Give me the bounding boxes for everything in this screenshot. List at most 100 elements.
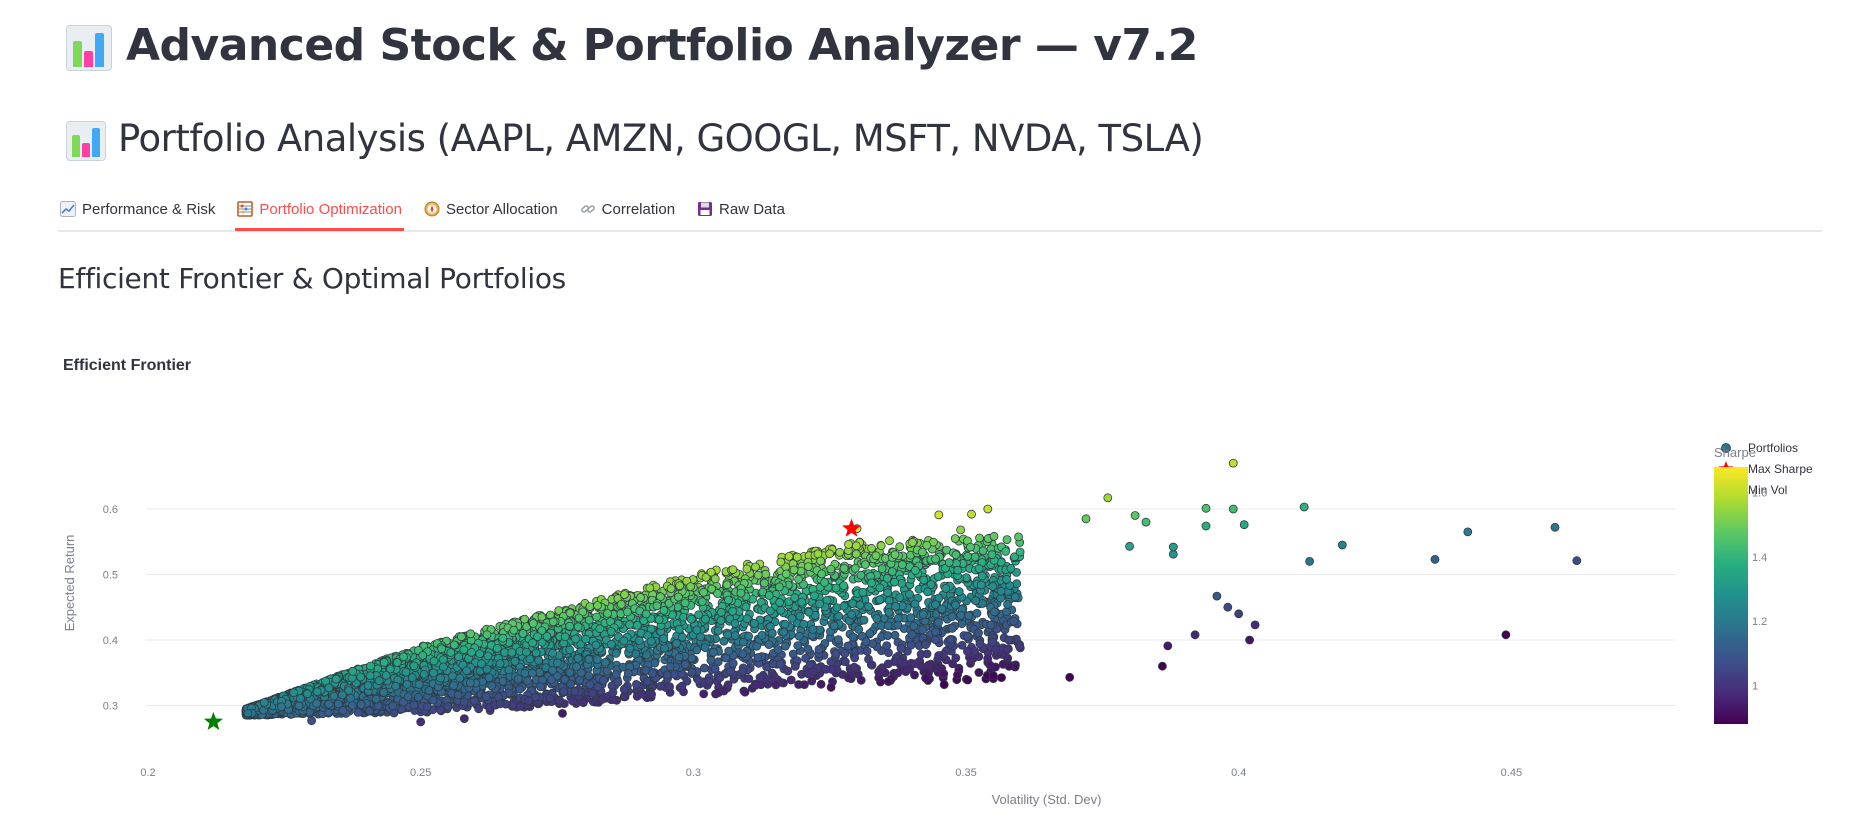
portfolio-point xyxy=(890,550,900,560)
tab-sector-allocation[interactable]: Sector Allocation xyxy=(422,190,560,228)
portfolio-point xyxy=(599,675,608,685)
portfolio-point xyxy=(775,598,784,607)
portfolio-point xyxy=(996,586,1006,596)
portfolio-point xyxy=(933,654,943,664)
portfolio-point xyxy=(481,692,491,702)
portfolio-point xyxy=(843,641,853,651)
portfolio-point xyxy=(677,632,687,642)
portfolio-point xyxy=(356,700,366,709)
portfolio-point xyxy=(910,670,919,680)
portfolio-point xyxy=(1002,644,1012,654)
portfolio-point xyxy=(413,692,423,702)
bar-chart-emoji-icon xyxy=(66,120,106,161)
portfolio-point xyxy=(665,662,675,672)
portfolio-point xyxy=(951,653,961,663)
portfolio-point xyxy=(625,620,634,630)
portfolio-point xyxy=(560,675,570,685)
portfolio-point xyxy=(537,612,547,622)
portfolio-point xyxy=(555,696,565,705)
portfolio-point xyxy=(548,617,558,627)
portfolio-point xyxy=(338,690,347,700)
portfolio-point xyxy=(572,662,581,672)
portfolio-point xyxy=(986,620,996,630)
portfolio-point xyxy=(751,680,761,690)
app-title: Advanced Stock & Portfolio Analyzer — v7… xyxy=(66,20,1198,71)
portfolio-point xyxy=(724,595,733,605)
portfolio-point xyxy=(910,659,920,669)
portfolio-point xyxy=(636,593,645,602)
portfolio-point xyxy=(808,624,818,634)
portfolio-point xyxy=(302,689,312,699)
portfolio-point xyxy=(876,541,886,551)
portfolio-point xyxy=(1015,547,1025,557)
portfolio-point xyxy=(840,649,850,659)
portfolio-point xyxy=(792,552,802,562)
portfolio-point xyxy=(1010,592,1020,602)
portfolio-point xyxy=(584,654,594,664)
portfolio-point xyxy=(652,601,662,611)
tab-portfolio-optimization[interactable]: Portfolio Optimization xyxy=(235,190,404,231)
portfolio-point xyxy=(446,648,456,657)
portfolio-point xyxy=(484,673,494,683)
portfolio-point xyxy=(552,671,562,681)
tab-correlation[interactable]: Correlation xyxy=(578,190,677,228)
portfolio-point xyxy=(537,626,547,636)
portfolio-point xyxy=(976,580,986,590)
portfolio-point xyxy=(794,574,803,584)
tab-raw-data[interactable]: Raw Data xyxy=(695,190,787,228)
app-title-text: Advanced Stock & Portfolio Analyzer — v7… xyxy=(126,20,1198,71)
portfolio-point xyxy=(475,649,485,659)
portfolio-point xyxy=(741,602,751,612)
portfolio-point xyxy=(742,564,752,574)
portfolio-point xyxy=(909,621,919,631)
portfolio-point xyxy=(329,691,339,701)
portfolio-point xyxy=(978,546,988,556)
portfolio-point xyxy=(482,630,492,640)
floppy-disk-icon xyxy=(697,201,713,217)
portfolio-point xyxy=(804,562,813,572)
portfolio-point xyxy=(776,605,786,615)
portfolio-point xyxy=(548,665,557,675)
portfolio-point xyxy=(789,565,799,575)
portfolio-point xyxy=(719,636,729,646)
portfolio-point xyxy=(312,699,322,708)
portfolio-point xyxy=(510,656,520,666)
portfolio-point xyxy=(710,574,720,584)
portfolio-point xyxy=(839,601,849,611)
portfolio-point xyxy=(645,583,655,593)
portfolio-point xyxy=(825,549,835,559)
portfolio-point xyxy=(528,638,537,648)
portfolio-point xyxy=(771,680,781,690)
portfolio-point xyxy=(591,640,601,650)
portfolio-point xyxy=(848,599,858,609)
portfolio-point xyxy=(998,659,1008,669)
portfolio-point xyxy=(571,634,580,644)
portfolio-point xyxy=(934,617,943,627)
tab-performance-risk[interactable]: Performance & Risk xyxy=(58,190,217,228)
portfolio-point xyxy=(665,682,674,692)
portfolio-point xyxy=(918,609,928,619)
portfolio-point xyxy=(872,613,882,623)
chart-increasing-icon xyxy=(60,201,76,217)
portfolio-point xyxy=(1002,574,1011,584)
portfolio-point xyxy=(775,582,784,592)
portfolio-point xyxy=(944,558,954,567)
portfolio-point xyxy=(906,640,916,650)
portfolio-point xyxy=(585,680,595,690)
portfolio-point xyxy=(715,673,725,683)
portfolio-point xyxy=(574,613,584,623)
portfolio-point xyxy=(520,668,530,678)
portfolio-point xyxy=(611,648,621,658)
portfolio-point xyxy=(1009,616,1019,626)
portfolio-point xyxy=(807,676,817,686)
portfolio-point xyxy=(781,569,791,579)
portfolio-point xyxy=(699,689,709,699)
portfolio-point xyxy=(781,641,790,651)
portfolio-point xyxy=(757,630,767,640)
portfolio-point xyxy=(790,661,800,671)
portfolio-point xyxy=(847,610,856,620)
portfolio-point xyxy=(723,680,733,690)
portfolio-point xyxy=(783,666,793,676)
portfolio-point xyxy=(660,643,669,653)
portfolio-point xyxy=(867,578,876,588)
